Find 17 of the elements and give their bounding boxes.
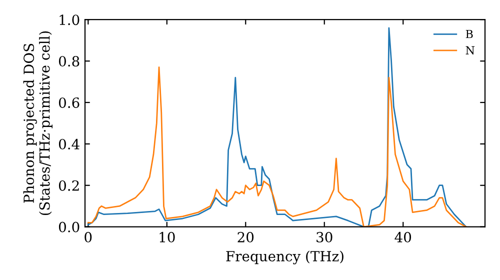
y-tick-label: 0.6 <box>58 97 80 108</box>
y-tick-label: 0.8 <box>58 56 80 67</box>
y-axis-title: Phonon projected DOS (States/THz·primitive cell) <box>23 31 52 216</box>
y-tick-label: 0.2 <box>58 180 79 191</box>
y-tick-label: 0.0 <box>58 222 80 232</box>
y-tick-label: 0.4 <box>58 138 80 150</box>
x-axis-title: Frequency (THz) <box>226 250 344 264</box>
legend-label: B <box>466 30 473 38</box>
x-tick-label: 20 <box>238 232 254 242</box>
x-tick-label: 0 <box>84 232 92 242</box>
line-series <box>87 27 467 227</box>
legend-label: N <box>466 46 475 55</box>
line-series <box>87 66 467 227</box>
x-tick-label: 40 <box>394 232 412 242</box>
y-tick-label: 1.0 <box>60 14 80 26</box>
x-tick-label: 30 <box>316 232 332 242</box>
x-tick-label: 10 <box>160 232 175 242</box>
